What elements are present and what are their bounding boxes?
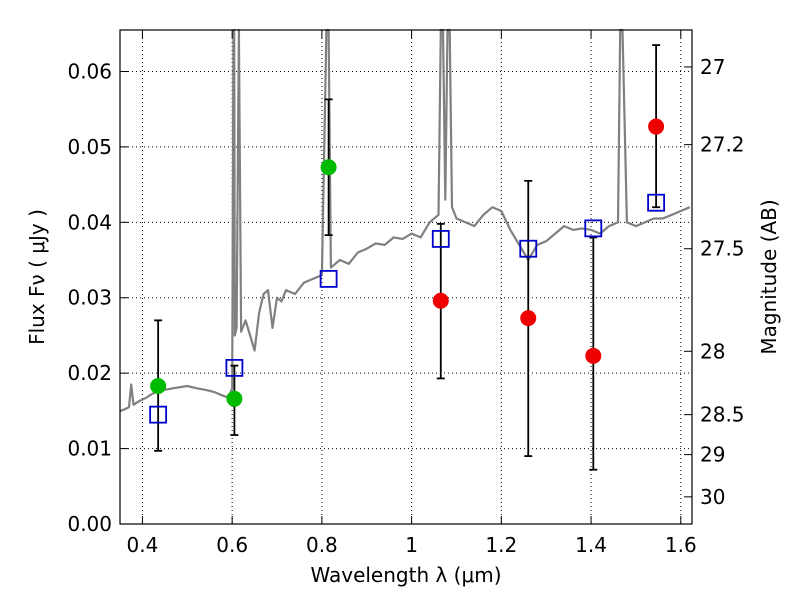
detection-point [320, 159, 337, 176]
model-photometry-square [431, 230, 450, 248]
model-photometry-square [519, 239, 538, 258]
errorbar-layer [154, 44, 661, 471]
non-detection-point [585, 347, 602, 364]
x-tick-label: 1 [405, 533, 418, 557]
model-photometry-square [225, 358, 244, 377]
x-tick-label: 0.6 [216, 533, 248, 557]
y-tick-label: 0.03 [67, 286, 112, 310]
right-tick-label: 30 [700, 485, 725, 509]
right-axis-ticks: 27 27.2 27.5 28 28.5 29 30 [684, 55, 745, 509]
detection-point [150, 377, 167, 394]
right-tick-label: 29 [700, 443, 725, 467]
non-detection-point [520, 310, 537, 327]
right-tick-label: 27.2 [700, 133, 745, 157]
y-tick-label: 0.05 [67, 135, 112, 159]
plot-frame [119, 29, 693, 525]
x-tick-label: 1.2 [485, 533, 517, 557]
y-axis-label: Flux Fν ( μJy ) [25, 209, 49, 345]
right-tick-label: 27 [700, 55, 725, 79]
model-photometry-square [584, 219, 603, 238]
y-tick-label: 0.01 [67, 437, 112, 461]
y-axis-ticks: 0.00 0.01 0.02 0.03 0.04 0.05 0.06 [67, 59, 128, 536]
x-axis-ticks: 0.4 0.6 0.8 1 1.2 1.4 1.6 [127, 30, 697, 557]
non-detection-point [432, 292, 449, 309]
detection-point [226, 390, 243, 407]
model-photometry-square [149, 405, 168, 424]
right-axis-label: Magnitude (AB) [757, 199, 781, 354]
x-tick-label: 0.8 [306, 533, 338, 557]
non-detection-point [648, 118, 665, 135]
y-tick-label: 0.00 [67, 512, 112, 536]
x-axis-label: Wavelength λ (μm) [310, 563, 501, 587]
model-spectrum-layer [119, 28, 691, 412]
model-spectrum-line [119, 28, 691, 412]
y-tick-label: 0.02 [67, 361, 112, 385]
right-tick-label: 28.5 [700, 403, 745, 427]
y-tick-label: 0.06 [67, 59, 112, 83]
x-tick-label: 1.4 [575, 533, 607, 557]
y-tick-label: 0.04 [67, 210, 112, 234]
model-photometry-square [319, 269, 338, 288]
model-photometry-square [647, 193, 666, 212]
x-tick-label: 1.6 [665, 533, 697, 557]
grid-lines [120, 30, 692, 525]
marker-layer [149, 118, 666, 424]
right-tick-label: 28 [700, 339, 725, 363]
right-tick-label: 27.5 [700, 237, 745, 261]
x-tick-label: 0.4 [127, 533, 159, 557]
